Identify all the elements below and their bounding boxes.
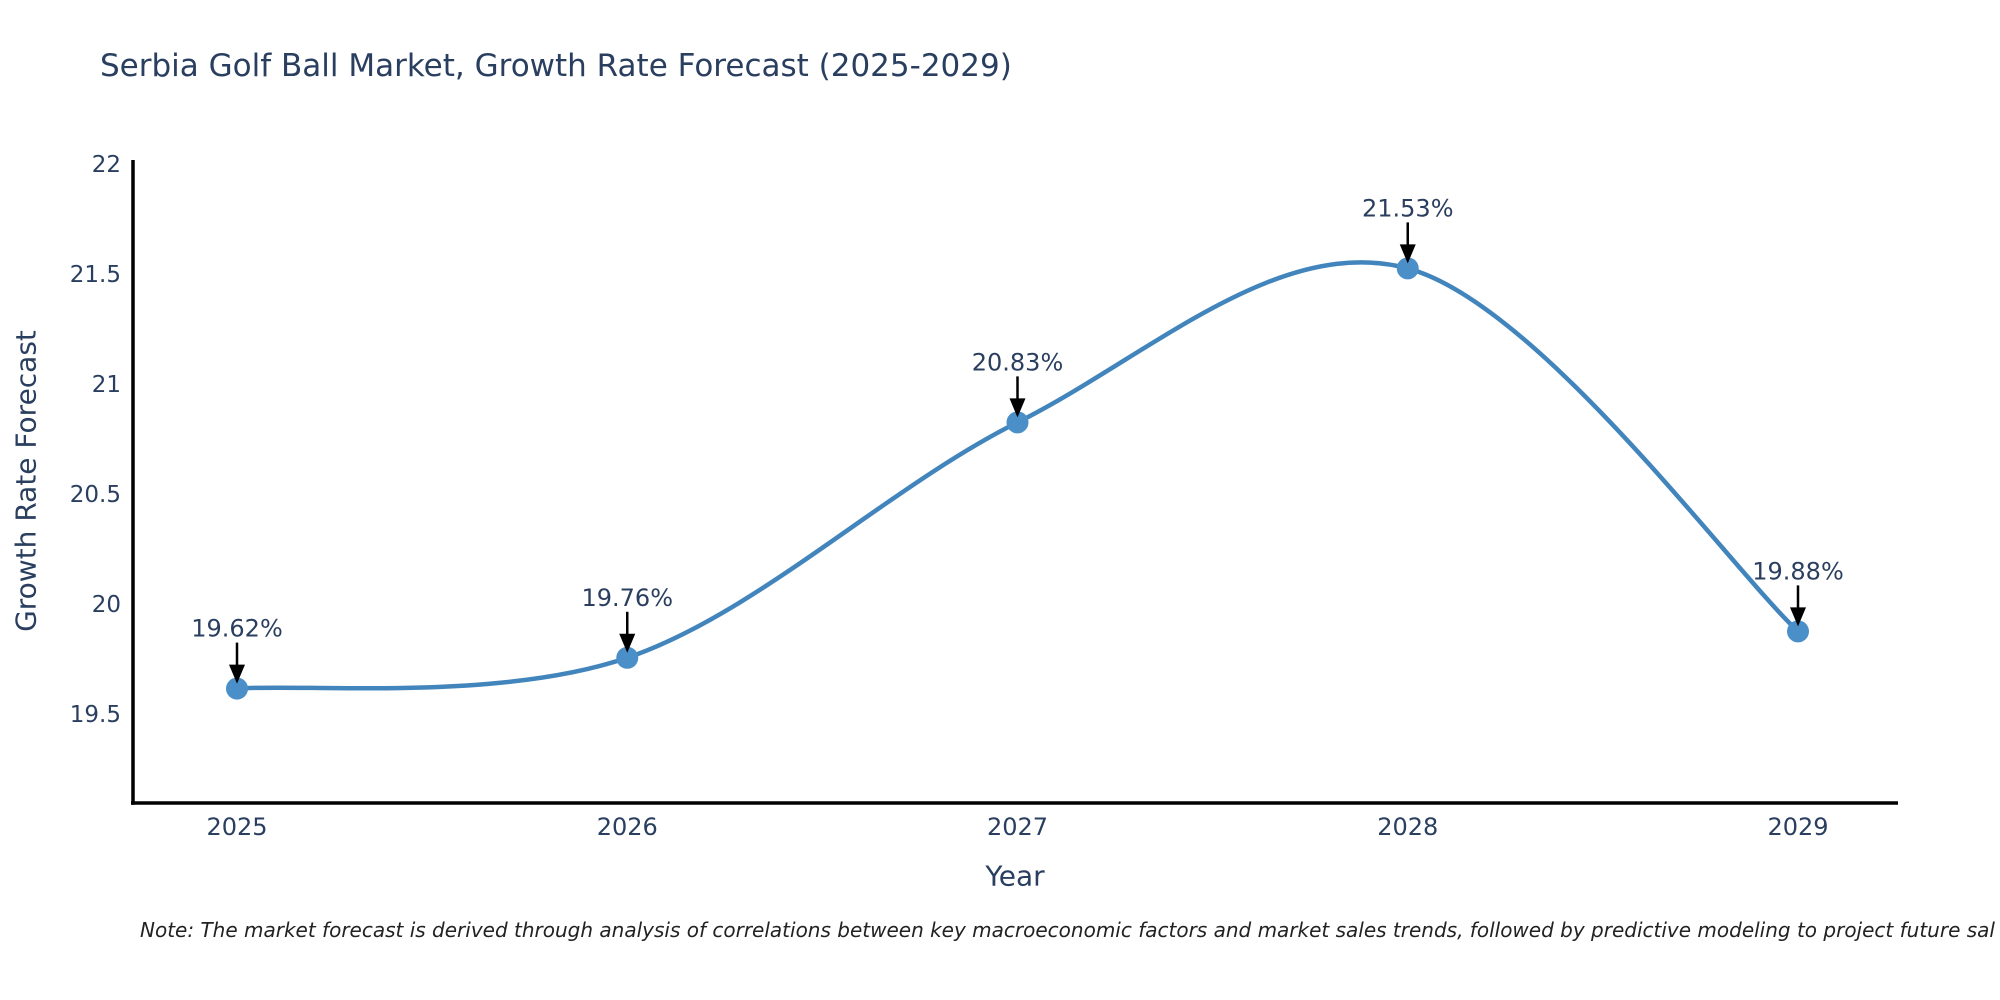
x-tick-label: 2029 [1767, 813, 1828, 841]
annotation-arrow-head [1790, 607, 1806, 627]
y-tick-label: 19.5 [70, 702, 121, 728]
y-tick-label: 21 [92, 372, 121, 398]
annotation-arrow-head [619, 633, 636, 653]
y-tick-label: 21.5 [70, 262, 121, 288]
x-tick-label: 2028 [1377, 813, 1438, 841]
y-tick-label: 22 [92, 152, 121, 178]
data-point-marker [1396, 257, 1419, 280]
data-point-marker [226, 677, 248, 700]
annotation-arrow-head [1399, 244, 1416, 264]
data-point-marker [616, 646, 639, 669]
y-tick-label: 20 [92, 592, 121, 618]
annotation-arrow-head [1009, 398, 1026, 418]
point-value-label: 19.62% [191, 615, 283, 643]
chart-title: Serbia Golf Ball Market, Growth Rate For… [100, 48, 1012, 84]
annotation-arrow-head [229, 664, 245, 684]
forecast-line [234, 260, 1801, 691]
point-value-label: 21.53% [1362, 194, 1454, 222]
data-point-marker [1787, 620, 1809, 643]
x-tick-label: 2026 [597, 813, 658, 841]
point-value-label: 19.88% [1752, 557, 1844, 585]
x-tick-label: 2027 [987, 813, 1048, 841]
x-axis-title: Year [985, 859, 1045, 893]
footnote: Note: The market forecast is derived thr… [140, 918, 1995, 942]
point-value-label: 19.76% [581, 584, 673, 612]
point-value-label: 20.83% [972, 348, 1064, 376]
y-tick-label: 20.5 [70, 482, 121, 508]
y-axis-title: Growth Rate Forecast [9, 330, 43, 632]
x-tick-label: 2025 [206, 813, 267, 841]
data-point-marker [1006, 411, 1029, 434]
